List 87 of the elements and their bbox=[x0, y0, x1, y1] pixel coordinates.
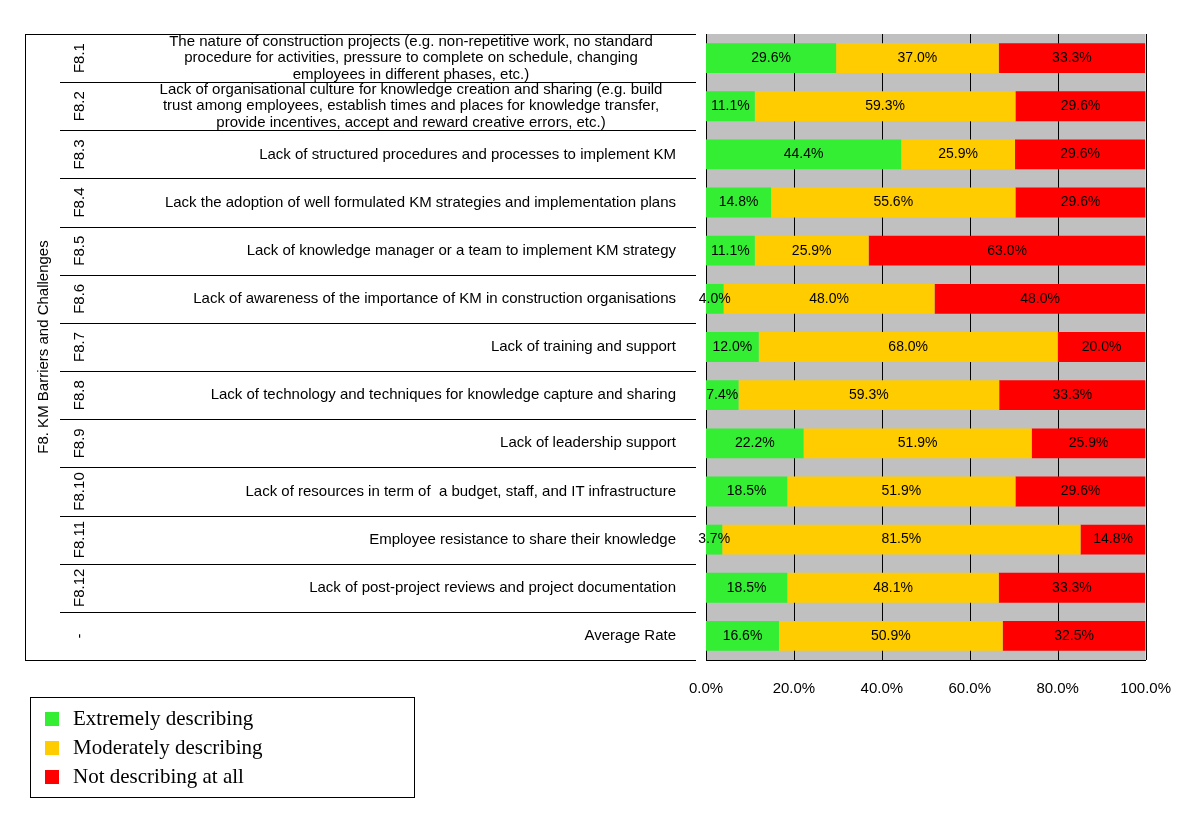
data-label: 22.2% bbox=[734, 434, 775, 451]
data-label: 29.6% bbox=[1060, 145, 1100, 162]
category-label: F8.5 Lack of knowledge manager or a team to implement KM strategy bbox=[70, 235, 676, 266]
data-label: 25.9% bbox=[938, 145, 978, 162]
data-label: 81.5% bbox=[881, 530, 922, 547]
category-label: F8.11 Employee resistance to share their knowledge bbox=[70, 520, 676, 559]
x-tick-label: 100.0% bbox=[1120, 679, 1171, 697]
data-label: 33.3% bbox=[1052, 578, 1092, 595]
data-label: 25.9% bbox=[1068, 434, 1109, 451]
bar bbox=[754, 235, 869, 266]
bar bbox=[1002, 621, 1146, 651]
x-tick-label: 20.0% bbox=[772, 679, 816, 697]
data-label: 32.5% bbox=[1054, 626, 1094, 643]
legend-label: Not describing at all bbox=[72, 763, 245, 790]
data-label: 63.0% bbox=[987, 241, 1027, 258]
category-label: F8.3 Lack of structured procedures and processes to implement KM bbox=[70, 139, 676, 170]
bar bbox=[999, 380, 1146, 411]
category-label: F8.8 Lack of technology and techniques for knowledge capture and sharing bbox=[70, 380, 676, 411]
data-label: 14.8% bbox=[718, 193, 759, 210]
category-label: F8.7 Lack of training and support bbox=[70, 331, 676, 363]
x-tick-label: 0.0% bbox=[688, 679, 724, 697]
data-label: 37.0% bbox=[897, 48, 938, 65]
data-label: 11.1% bbox=[711, 97, 750, 114]
data-label: 29.6% bbox=[751, 48, 791, 65]
bar bbox=[787, 476, 1016, 507]
category-label: F8.12 Lack of post-project reviews and project documentation bbox=[70, 568, 676, 607]
data-label: 29.6% bbox=[1060, 482, 1101, 499]
data-label: 33.3% bbox=[1052, 48, 1092, 65]
bar bbox=[1031, 428, 1146, 459]
bar bbox=[998, 572, 1146, 603]
data-label: 44.4% bbox=[783, 145, 824, 162]
legend-label: Extremely describing bbox=[72, 705, 255, 732]
bar bbox=[1015, 187, 1146, 218]
bar bbox=[771, 187, 1016, 218]
data-label: 18.5% bbox=[726, 482, 767, 499]
data-label: 7.4% bbox=[706, 386, 739, 403]
bar bbox=[998, 43, 1146, 74]
bar bbox=[758, 332, 1058, 362]
bar bbox=[706, 572, 788, 603]
data-label: 33.3% bbox=[1052, 386, 1093, 403]
x-tick-label: 40.0% bbox=[860, 679, 904, 697]
category-label: - Average Rate bbox=[70, 626, 676, 644]
data-label: 55.6% bbox=[873, 193, 914, 210]
category-label: F8.9 Lack of leadership support bbox=[70, 428, 676, 459]
data-label: 18.5% bbox=[726, 578, 767, 595]
bar bbox=[787, 572, 999, 603]
data-label: 51.9% bbox=[897, 434, 938, 451]
category-label: F8.6 Lack of awareness of the importance of KM in construction organisations bbox=[70, 283, 676, 314]
data-label: 14.8% bbox=[1093, 530, 1133, 547]
bar bbox=[706, 428, 804, 459]
bar bbox=[868, 235, 1146, 266]
bar bbox=[1057, 332, 1146, 362]
bar bbox=[803, 428, 1032, 459]
data-label: 12.0% bbox=[712, 337, 753, 354]
data-label: 51.9% bbox=[881, 482, 922, 499]
bar bbox=[934, 283, 1146, 314]
data-label: 48.0% bbox=[809, 289, 849, 306]
bar bbox=[706, 43, 837, 74]
category-label: F8.1 The nature of construction projects (e.g. non-repetitive work, no standard procedure for activities, pressure to complete on schedule, changing employees in different phases, etc.) bbox=[70, 31, 653, 82]
bar bbox=[1015, 476, 1146, 507]
bar bbox=[706, 621, 779, 651]
bar bbox=[836, 43, 999, 74]
bar bbox=[901, 139, 1016, 170]
x-tick-label: 60.0% bbox=[948, 679, 992, 697]
legend-label: Moderately describing bbox=[72, 734, 264, 761]
data-label: 50.9% bbox=[870, 626, 911, 643]
data-label: 25.9% bbox=[791, 241, 832, 258]
bar bbox=[1015, 139, 1146, 170]
data-label: 68.0% bbox=[888, 337, 929, 354]
x-tick-label: 80.0% bbox=[1036, 679, 1079, 697]
bar bbox=[754, 91, 1016, 122]
data-label: 59.3% bbox=[865, 97, 905, 114]
bar bbox=[706, 139, 902, 170]
data-label: 20.0% bbox=[1081, 337, 1122, 354]
text: F8. KM Barriers and Challenges bbox=[34, 240, 52, 454]
data-label: 48.0% bbox=[1020, 289, 1060, 306]
bar bbox=[778, 621, 1003, 651]
data-label: 59.3% bbox=[849, 386, 889, 403]
data-label: 48.1% bbox=[873, 578, 913, 595]
data-label: 29.6% bbox=[1060, 97, 1101, 114]
data-label: 11.1% bbox=[711, 241, 750, 258]
category-label: F8.10 Lack of resources in term of a budget, staff, and IT infrastructure bbox=[70, 472, 676, 511]
bar bbox=[1015, 91, 1146, 122]
bar bbox=[738, 380, 1000, 411]
data-label: 16.6% bbox=[722, 626, 763, 643]
category-label: F8.4 Lack the adoption of well formulated KM strategies and implementation plans bbox=[70, 187, 676, 218]
data-label: 29.6% bbox=[1060, 193, 1101, 210]
